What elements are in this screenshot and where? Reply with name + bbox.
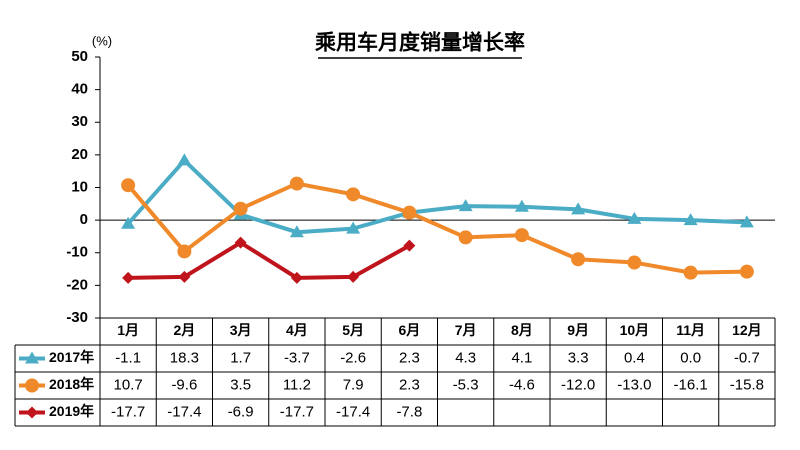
y-tick-label: 40 <box>71 81 88 98</box>
data-point <box>122 271 135 284</box>
x-tick-label: 3月 <box>230 322 252 338</box>
table-value: 2.3 <box>399 349 420 366</box>
y-tick-label: -20 <box>66 276 88 293</box>
legend-label: 2018年 <box>49 376 94 392</box>
data-point <box>177 153 192 166</box>
data-point <box>739 264 754 279</box>
table-value: -4.6 <box>509 376 535 393</box>
table-value: 4.1 <box>511 349 532 366</box>
table-value: -3.7 <box>284 349 310 366</box>
x-tick-label: 7月 <box>455 322 477 338</box>
data-point <box>289 176 304 191</box>
data-point <box>403 239 416 252</box>
series-line <box>126 158 747 235</box>
table-value: 18.3 <box>170 349 199 366</box>
table-value: 4.3 <box>455 349 476 366</box>
x-tick-label: 10月 <box>620 322 650 338</box>
y-tick-label: 20 <box>71 146 88 163</box>
table-value: 0.0 <box>680 349 701 366</box>
data-point <box>571 252 586 267</box>
x-tick-label: 2月 <box>173 322 195 338</box>
table-value: -9.6 <box>171 376 197 393</box>
data-point <box>234 236 247 249</box>
x-tick-label: 1月 <box>117 322 139 338</box>
x-tick-label: 11月 <box>676 322 705 338</box>
data-point <box>458 230 473 245</box>
table-value: -5.3 <box>453 376 479 393</box>
data-point <box>178 270 191 283</box>
chart-title: 乘用车月度销量增长率 <box>314 31 525 55</box>
table-value: -2.6 <box>340 349 366 366</box>
data-point <box>514 199 529 212</box>
y-tick-label: 30 <box>71 113 88 130</box>
data-point <box>683 265 698 280</box>
y-tick-label: -10 <box>66 244 88 261</box>
x-tick-label: 5月 <box>342 322 364 338</box>
series-line <box>126 181 747 275</box>
table-value: 0.4 <box>624 349 645 366</box>
data-point <box>739 215 754 228</box>
table-value: -17.4 <box>167 403 201 420</box>
legend-marker <box>25 378 39 393</box>
data-point <box>458 199 473 212</box>
table-value: 11.2 <box>283 376 311 393</box>
table-value: -1.1 <box>115 349 141 366</box>
x-tick-label: 9月 <box>567 322 589 338</box>
x-tick-label: 6月 <box>398 322 420 338</box>
data-point <box>627 211 642 224</box>
data-point <box>177 244 192 259</box>
table-value: -12.0 <box>561 376 595 393</box>
series-line <box>128 240 411 280</box>
table-value: -17.7 <box>111 403 145 420</box>
x-tick-label: 8月 <box>511 322 533 338</box>
data-point <box>571 202 586 215</box>
table-value: -16.1 <box>674 376 708 393</box>
data-point <box>683 213 698 226</box>
y-axis-label: (%) <box>92 33 112 48</box>
y-tick-label: 0 <box>80 211 88 228</box>
data-point <box>514 228 529 243</box>
data-point <box>347 270 360 283</box>
y-tick-label: 50 <box>71 48 88 65</box>
table-value: -17.7 <box>280 403 314 420</box>
table-value: -6.9 <box>228 403 254 420</box>
table-value: -15.8 <box>730 376 764 393</box>
table-value: -0.7 <box>734 349 760 366</box>
table-value: 1.7 <box>230 349 251 366</box>
data-point <box>121 216 136 229</box>
legend-marker <box>25 351 39 364</box>
table-value: -17.4 <box>336 403 370 420</box>
x-tick-label: 4月 <box>286 322 308 338</box>
y-tick-label: 10 <box>71 178 88 195</box>
table-value: 3.5 <box>230 376 251 393</box>
legend-marker <box>26 406 38 419</box>
table-value: 3.3 <box>568 349 589 366</box>
table-value: 2.3 <box>399 376 420 393</box>
data-point <box>346 221 361 234</box>
legend-label: 2019年 <box>49 403 94 419</box>
table-value: 7.9 <box>343 376 364 393</box>
table-value: 10.7 <box>114 376 143 393</box>
data-point <box>346 187 361 202</box>
data-point <box>402 205 417 220</box>
x-tick-label: 12月 <box>732 322 762 338</box>
table-value: -7.8 <box>396 403 422 420</box>
data-point <box>290 271 303 284</box>
data-point <box>289 225 304 238</box>
legend-label: 2017年 <box>49 349 94 365</box>
data-point <box>233 201 248 216</box>
table-value: -13.0 <box>617 376 651 393</box>
y-tick-label: -30 <box>66 309 88 326</box>
data-point <box>627 255 642 270</box>
data-point <box>121 178 136 193</box>
